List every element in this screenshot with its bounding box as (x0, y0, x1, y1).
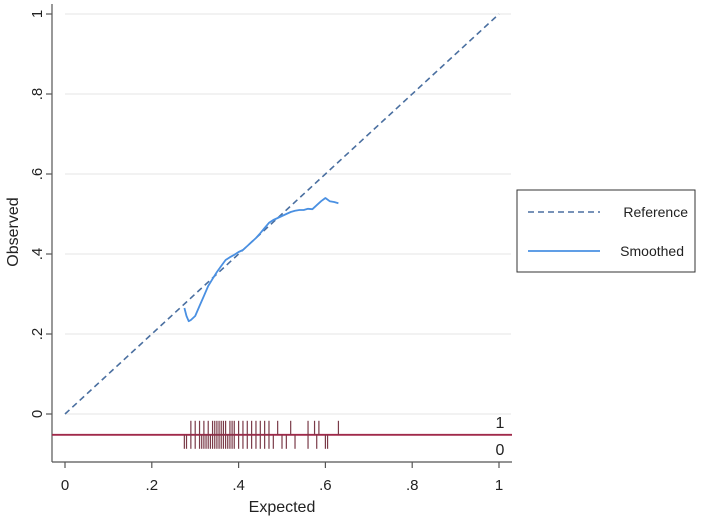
x-axis-title: Expected (249, 499, 316, 516)
y-tick-label-5: 1 (29, 10, 46, 18)
axis-ticks: 0 .2 .4 .6 .8 1 0 .2 .4 .6 .8 1 (29, 10, 503, 494)
y-tick-label-1: .2 (29, 328, 46, 341)
series-line-smoothed (183, 197, 339, 323)
rug-plot: 10 (52, 415, 512, 459)
legend: Reference Smoothed (516, 189, 696, 273)
legend-reference-label: Reference (623, 204, 688, 220)
y-axis-title: Observed (5, 197, 22, 266)
plot-series (64, 13, 500, 415)
x-tick-label-3: .6 (319, 477, 332, 494)
outcome-label-1: 1 (496, 415, 505, 432)
y-tick-label-2: .4 (29, 248, 46, 261)
y-tick-label-4: .8 (29, 88, 46, 101)
grid-lines (65, 13, 511, 415)
y-tick-label-0: 0 (29, 410, 46, 418)
x-tick-label-2: .4 (232, 477, 245, 494)
x-tick-label-4: .8 (406, 477, 419, 494)
legend-box (516, 189, 696, 273)
y-tick-label-3: .6 (29, 168, 46, 181)
legend-smoothed-label: Smoothed (620, 243, 684, 259)
x-tick-label-1: .2 (146, 477, 159, 494)
series-line-reference (64, 13, 500, 415)
x-tick-label-5: 1 (495, 477, 503, 494)
outcome-label-0: 0 (496, 442, 505, 459)
x-tick-label-0: 0 (61, 477, 69, 494)
axes (51, 4, 512, 463)
